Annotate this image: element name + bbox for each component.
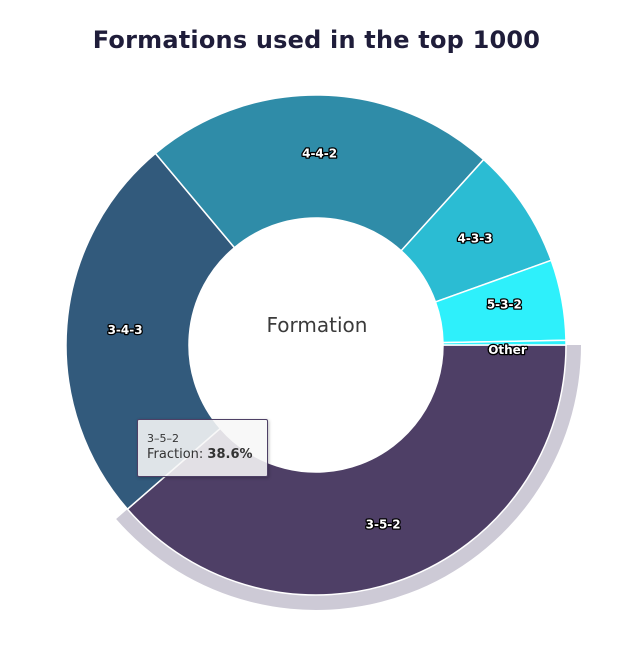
- slice-label-5-3-2: 5-3-2: [487, 297, 522, 311]
- slice-label-3-5-2: 3-5-2: [366, 517, 401, 531]
- tooltip-value: 38.6%: [207, 447, 253, 462]
- tooltip-series-label: Fraction:: [147, 447, 204, 462]
- slice-label-layer: 3-5-2 3-4-3 4-4-2 4-3-3 5-3-2 Other: [106, 145, 528, 532]
- slice-other[interactable]: [442, 339, 567, 346]
- slice-3-5-2[interactable]: [126, 344, 567, 596]
- chart-tooltip: 3–5–2 Fraction: 38.6%: [137, 419, 268, 477]
- slice-4-4-2[interactable]: [154, 94, 485, 252]
- center-label: Formation: [267, 313, 368, 337]
- chart-title: Formations used in the top 1000: [92, 26, 541, 54]
- slice-label-4-4-2: 4-4-2: [302, 147, 337, 161]
- tooltip-value-row: Fraction: 38.6%: [147, 447, 267, 462]
- slice-label-4-3-3: 4-3-3: [458, 231, 493, 245]
- slice-label-3-4-3: 3-4-3: [108, 323, 143, 337]
- slice-label-other: Other: [488, 343, 527, 357]
- slice-layer: [65, 94, 567, 596]
- tooltip-point-name: 3–5–2: [147, 432, 179, 445]
